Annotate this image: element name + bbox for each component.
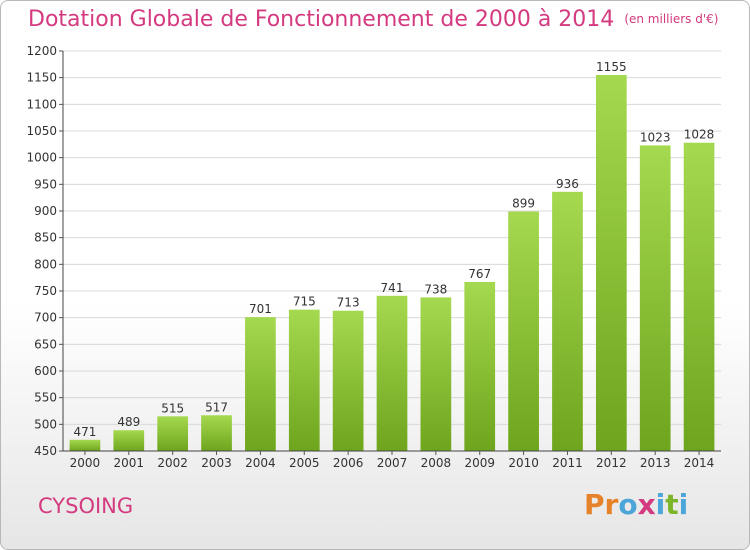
bar-value-label: 701 — [249, 302, 272, 316]
chart-unit: (en milliers d'€) — [624, 12, 719, 26]
y-tick-label: 700 — [34, 311, 57, 325]
bar — [508, 211, 539, 451]
bar-value-label: 738 — [424, 282, 447, 296]
logo-letter: i — [655, 488, 666, 521]
y-tick-label: 1100 — [26, 97, 57, 111]
x-tick-label: 2000 — [70, 456, 101, 470]
bar-value-label: 899 — [512, 197, 535, 211]
city-name: CYSOING — [38, 494, 134, 518]
logo-letter: o — [618, 488, 638, 521]
x-tick-label: 2005 — [289, 456, 320, 470]
bar — [420, 297, 452, 451]
proxiti-logo: Proxiti — [584, 488, 688, 521]
x-tick-label: 2003 — [201, 456, 232, 470]
bar-value-label: 767 — [468, 267, 491, 281]
bar-value-label: 517 — [205, 400, 228, 414]
bar-value-label: 936 — [556, 177, 579, 191]
bar — [464, 281, 496, 451]
chart-title-text: Dotation Globale de Fonctionnement de 20… — [28, 7, 615, 32]
y-tick-label: 1050 — [26, 124, 57, 138]
bar-value-label: 715 — [293, 295, 316, 309]
x-tick-label: 2010 — [508, 456, 539, 470]
bar-value-label: 741 — [381, 281, 404, 295]
bar-value-label: 489 — [117, 415, 140, 429]
y-tick-label: 550 — [34, 391, 57, 405]
y-tick-label: 1150 — [26, 71, 57, 85]
bar-value-label: 713 — [337, 296, 360, 310]
bar — [595, 75, 627, 451]
x-tick-label: 2013 — [640, 456, 671, 470]
bar-value-label: 1023 — [640, 130, 671, 144]
y-tick-label: 750 — [34, 284, 57, 298]
y-tick-label: 450 — [34, 444, 57, 458]
logo-letter: t — [665, 488, 679, 521]
y-tick-label: 850 — [34, 231, 57, 245]
bar — [245, 317, 276, 451]
x-tick-label: 2012 — [596, 456, 627, 470]
x-tick-label: 2007 — [377, 456, 408, 470]
y-tick-label: 600 — [34, 364, 57, 378]
y-tick-label: 950 — [34, 177, 57, 191]
logo-letter: r — [604, 488, 619, 521]
bar-value-label: 1028 — [684, 128, 715, 142]
bar — [332, 310, 364, 451]
x-tick-label: 2004 — [245, 456, 276, 470]
y-tick-label: 650 — [34, 337, 57, 351]
y-tick-label: 1000 — [26, 151, 57, 165]
bars: 471 489 515 517 701 715 713 741 738 767 899 936 1155… — [69, 60, 715, 452]
y-tick-label: 800 — [34, 257, 57, 271]
y-tick-label: 900 — [34, 204, 57, 218]
x-tick-label: 2001 — [114, 456, 145, 470]
bar-value-label: 471 — [73, 425, 96, 439]
bar — [69, 439, 101, 451]
bar — [376, 295, 408, 451]
bar — [683, 142, 715, 451]
axes: 450 500 550 600 650 700 750 800 850 900 950 1000 105… — [26, 44, 721, 470]
x-tick-label: 2011 — [552, 456, 583, 470]
y-tick-label: 1200 — [26, 44, 57, 58]
chart-title: Dotation Globale de Fonctionnement de 20… — [28, 7, 718, 32]
bar — [157, 416, 189, 451]
bar-value-label: 515 — [161, 401, 184, 415]
bar-value-label: 1155 — [596, 60, 627, 74]
x-tick-label: 2002 — [157, 456, 188, 470]
bar — [552, 191, 583, 452]
logo-letter: P — [584, 488, 605, 521]
bar — [288, 309, 320, 451]
x-tick-label: 2014 — [684, 456, 715, 470]
x-tick-label: 2006 — [333, 456, 364, 470]
bar — [201, 415, 232, 451]
logo-letter: i — [678, 488, 689, 521]
y-tick-label: 500 — [34, 417, 57, 431]
x-tick-label: 2009 — [464, 456, 495, 470]
logo-letter: x — [637, 488, 656, 521]
bar — [113, 430, 145, 451]
x-tick-label: 2008 — [421, 456, 452, 470]
bar — [639, 145, 671, 451]
